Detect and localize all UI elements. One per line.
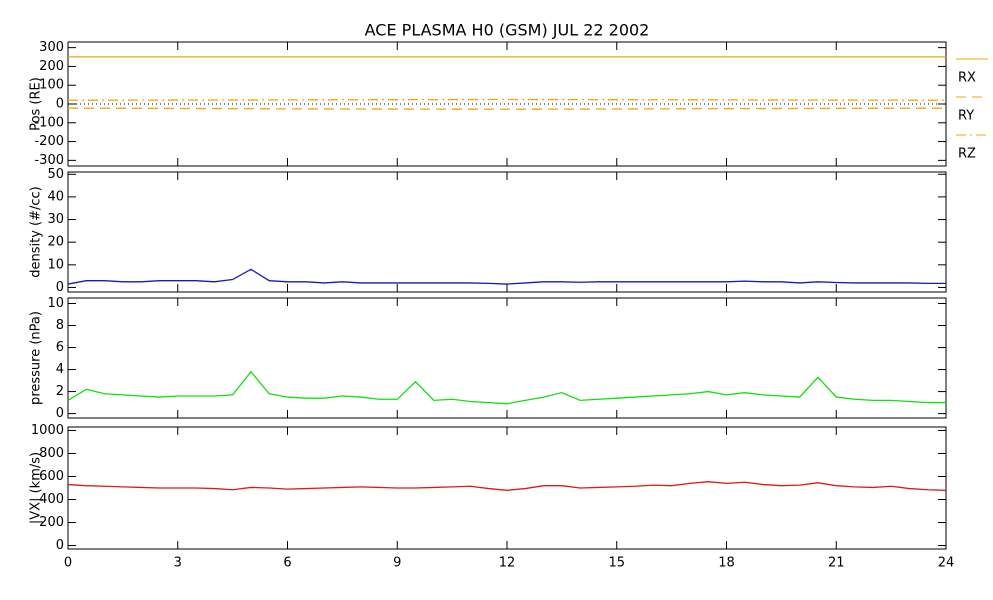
y-tick-label: 6 bbox=[56, 340, 64, 355]
y-tick-label: -200 bbox=[34, 134, 64, 149]
y-tick-label: 20 bbox=[47, 235, 64, 250]
y-tick-label: 1000 bbox=[31, 423, 64, 438]
x-tick-label: 21 bbox=[828, 556, 845, 571]
y-tick-label: 200 bbox=[39, 515, 64, 530]
legend-label: RY bbox=[958, 109, 974, 124]
y-tick-label: 300 bbox=[39, 40, 64, 55]
y-tick-label: 800 bbox=[39, 446, 64, 461]
y-tick-label: 50 bbox=[47, 167, 64, 182]
y-tick-label: 0 bbox=[56, 280, 64, 295]
x-tick-label: 12 bbox=[499, 556, 516, 571]
panel-frame bbox=[67, 297, 947, 419]
panel-frame bbox=[67, 41, 947, 167]
panel-frame bbox=[67, 171, 947, 293]
x-tick-label: 0 bbox=[64, 556, 72, 571]
x-tick-label: 9 bbox=[393, 556, 401, 571]
y-tick-label: 0 bbox=[56, 97, 64, 112]
x-tick-label: 3 bbox=[174, 556, 182, 571]
y-tick-label: 0 bbox=[56, 406, 64, 421]
y-tick-label: 10 bbox=[47, 296, 64, 311]
y-tick-label: 8 bbox=[56, 318, 64, 333]
x-tick-label: 24 bbox=[938, 556, 955, 571]
y-tick-label: 40 bbox=[47, 189, 64, 204]
y-tick-label: 600 bbox=[39, 469, 64, 484]
data-line bbox=[67, 268, 946, 285]
legend-label: RZ bbox=[958, 147, 976, 162]
y-axis-label: density (#/cc) bbox=[29, 186, 44, 278]
y-tick-label: 0 bbox=[56, 538, 64, 553]
y-tick-label: -100 bbox=[34, 115, 64, 130]
y-axis-label: pressure (nPa) bbox=[29, 311, 44, 405]
y-tick-label: 4 bbox=[56, 362, 64, 377]
y-tick-label: 100 bbox=[39, 78, 64, 93]
data-line bbox=[67, 107, 947, 110]
y-axis-label: |VX| (km/s) bbox=[29, 452, 44, 524]
chart-title: ACE PLASMA H0 (GSM) JUL 22 2002 bbox=[365, 21, 650, 40]
x-tick-label: 15 bbox=[608, 556, 625, 571]
data-line bbox=[67, 370, 946, 405]
data-line bbox=[67, 98, 947, 101]
y-axis-label: Pos (RE) bbox=[29, 77, 44, 131]
y-tick-label: 10 bbox=[47, 257, 64, 272]
y-tick-label: 400 bbox=[39, 492, 64, 507]
y-tick-label: 2 bbox=[56, 384, 64, 399]
x-tick-label: 18 bbox=[718, 556, 735, 571]
y-tick-label: -300 bbox=[34, 153, 64, 168]
data-line bbox=[67, 481, 947, 491]
y-tick-label: 200 bbox=[39, 59, 64, 74]
legend-label: RX bbox=[958, 71, 976, 86]
y-tick-label: 30 bbox=[47, 212, 64, 227]
x-tick-label: 6 bbox=[283, 556, 291, 571]
